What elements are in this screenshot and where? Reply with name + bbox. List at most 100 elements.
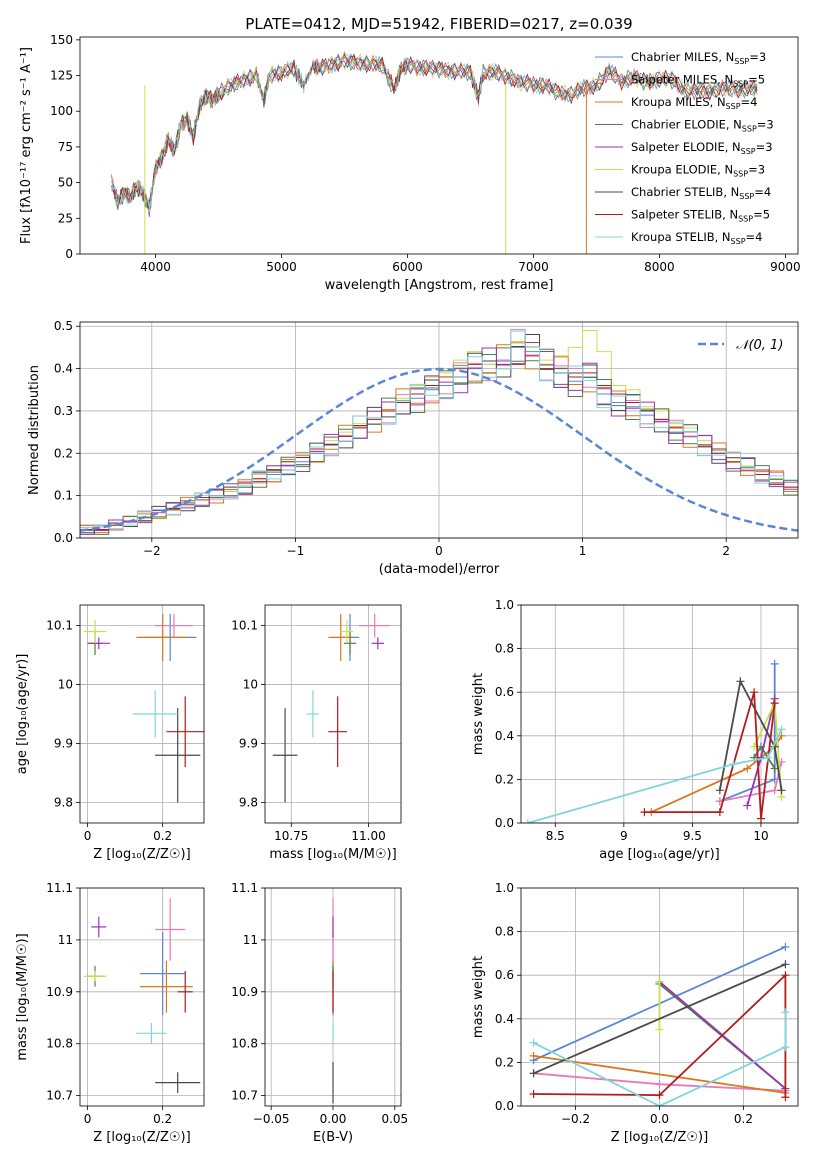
y-axis-label: age [log₁₀(age/yr)] [15, 654, 30, 775]
y-tick-label: 10.7 [231, 1089, 258, 1103]
errorbar-point [306, 690, 320, 738]
panel-6-axes: −0.05 0.00 0.05 10.7 10.8 10.9 11 11.1 [231, 881, 408, 1126]
y-tick-label: 10.8 [231, 1037, 258, 1051]
legend-entry: 𝒩(0, 1) [736, 338, 783, 353]
y-tick-label: 10 [243, 678, 258, 692]
x-axis-label: Z [log₁₀(Z/Z☉)] [93, 847, 190, 862]
legend-entry: Salpeter STELIB, NSSP=5 [631, 208, 770, 224]
y-tick-label: 9.9 [239, 736, 258, 750]
weight-marker [781, 1008, 790, 1017]
legend-entry: Chabrier MILES, NSSP=3 [631, 50, 766, 66]
weight-marker [781, 960, 790, 969]
histogram-step [80, 341, 798, 535]
y-tick-label: 125 [50, 69, 73, 83]
errorbar-point [140, 960, 193, 1013]
y-axis-label: Flux [fλ10⁻¹⁷ erg cm⁻² s⁻¹ A⁻¹] [19, 47, 34, 244]
weight-marker [743, 764, 752, 773]
y-axis-label: mass [log₁₀(M/M☉)] [15, 933, 30, 1060]
x-tick-label: 0 [84, 1112, 92, 1126]
weight-marker [655, 977, 664, 986]
weight-marker [729, 760, 738, 769]
legend-entry: Kroupa STELIB, NSSP=4 [631, 230, 762, 246]
panel-1-frame [79, 321, 799, 539]
x-tick-label: 8000 [644, 260, 675, 274]
legend-entry: Kroupa ELODIE, NSSP=3 [631, 163, 765, 179]
weight-marker [756, 814, 765, 823]
panel-2-frame [79, 604, 205, 824]
y-tick-label: 10.1 [231, 619, 258, 633]
x-tick-label: 6000 [392, 260, 423, 274]
legend-entry: Salpeter MILES, NSSP=5 [631, 73, 765, 89]
y-tick-label: 0.4 [495, 729, 514, 743]
y-tick-label: 0.0 [54, 531, 73, 545]
weight-marker [777, 725, 786, 734]
weight-marker [715, 808, 724, 817]
panel-7-frame [520, 887, 799, 1107]
errorbar-point [359, 613, 391, 638]
chart-title: PLATE=0412, MJD=51942, FIBERID=0217, z=0… [245, 15, 632, 33]
y-tick-label: 0.8 [495, 642, 514, 656]
weight-marker [781, 942, 790, 951]
y-tick-label: 9.9 [54, 736, 73, 750]
y-tick-label: 11.1 [46, 881, 73, 895]
x-tick-label: 0.2 [153, 1112, 172, 1126]
y-tick-label: 0.2 [495, 772, 514, 786]
legend-entry: Salpeter ELODIE, NSSP=3 [631, 140, 773, 156]
y-tick-label: 0.6 [495, 968, 514, 982]
errorbar-point [328, 696, 347, 768]
legend-entry: Chabrier ELODIE, NSSP=3 [631, 118, 774, 134]
y-axis-label: mass weight [471, 956, 486, 1038]
y-tick-label: 9.8 [239, 795, 258, 809]
x-tick-label: 0.0 [650, 1112, 669, 1126]
y-tick-label: 10.8 [46, 1037, 73, 1051]
weight-marker [655, 1091, 664, 1100]
y-tick-label: 1.0 [495, 881, 514, 895]
panel-0-frame [79, 36, 799, 255]
x-tick-label: 0.2 [734, 1112, 753, 1126]
weight-marker [523, 819, 532, 823]
weight-marker [529, 1090, 538, 1099]
y-tick-label: 75 [58, 140, 73, 154]
errorbar-point [343, 631, 357, 656]
errorbar-point [272, 708, 298, 803]
histogram-step [80, 333, 798, 534]
weight-marker [529, 1069, 538, 1078]
x-tick-label: 11.00 [351, 829, 385, 843]
weight-marker [715, 786, 724, 795]
y-tick-label: 0.4 [54, 362, 73, 376]
weight-marker [781, 1093, 790, 1102]
y-tick-label: 0.0 [495, 1099, 514, 1113]
panel-0-axes: 4000 5000 6000 7000 8000 9000 0 25 50 75 100 125 150 [50, 33, 801, 274]
errorbar-points [272, 613, 391, 803]
spectrum-line [111, 53, 758, 209]
y-tick-label: 11 [58, 933, 73, 947]
legend-entry: Chabrier STELIB, NSSP=4 [631, 185, 771, 201]
y-tick-label: 10.9 [231, 985, 258, 999]
weight-marker [770, 699, 779, 708]
y-tick-label: 25 [58, 211, 73, 225]
x-axis-label: Z [log₁₀(Z/Z☉)] [611, 1130, 708, 1145]
errorbar-point [155, 898, 186, 961]
panel-3-axes: 10.75 11.00 9.8 9.9 10 10.1 [231, 605, 401, 843]
weight-line [718, 678, 783, 791]
y-tick-label: 11.1 [231, 881, 258, 895]
x-tick-label: 9000 [770, 260, 801, 274]
errorbar-point [140, 932, 186, 1016]
y-tick-label: 0.3 [54, 404, 73, 418]
panel-6-frame [264, 887, 402, 1107]
x-tick-label: 4000 [140, 260, 171, 274]
errorbar-point [83, 619, 107, 644]
errorbar-point [91, 916, 107, 938]
histogram-steps [80, 329, 798, 535]
y-tick-label: 11 [243, 933, 258, 947]
panel-1-axes: −2 −1 0 1 2 0.0 0.1 0.2 0.3 0.4 0.5 [54, 319, 798, 558]
x-tick-label: −1 [287, 544, 305, 558]
x-axis-label: wavelength [Angstrom, rest frame] [325, 278, 554, 293]
spectrum-legend: Chabrier MILES, NSSP=3 Salpeter MILES, NS… [595, 50, 774, 246]
weight-marker [781, 971, 790, 980]
spectrum-line [111, 53, 758, 217]
weight-marker [777, 786, 786, 795]
weight-marker [655, 1102, 664, 1106]
y-tick-label: 10.9 [46, 985, 73, 999]
weight-marker [655, 1025, 664, 1034]
